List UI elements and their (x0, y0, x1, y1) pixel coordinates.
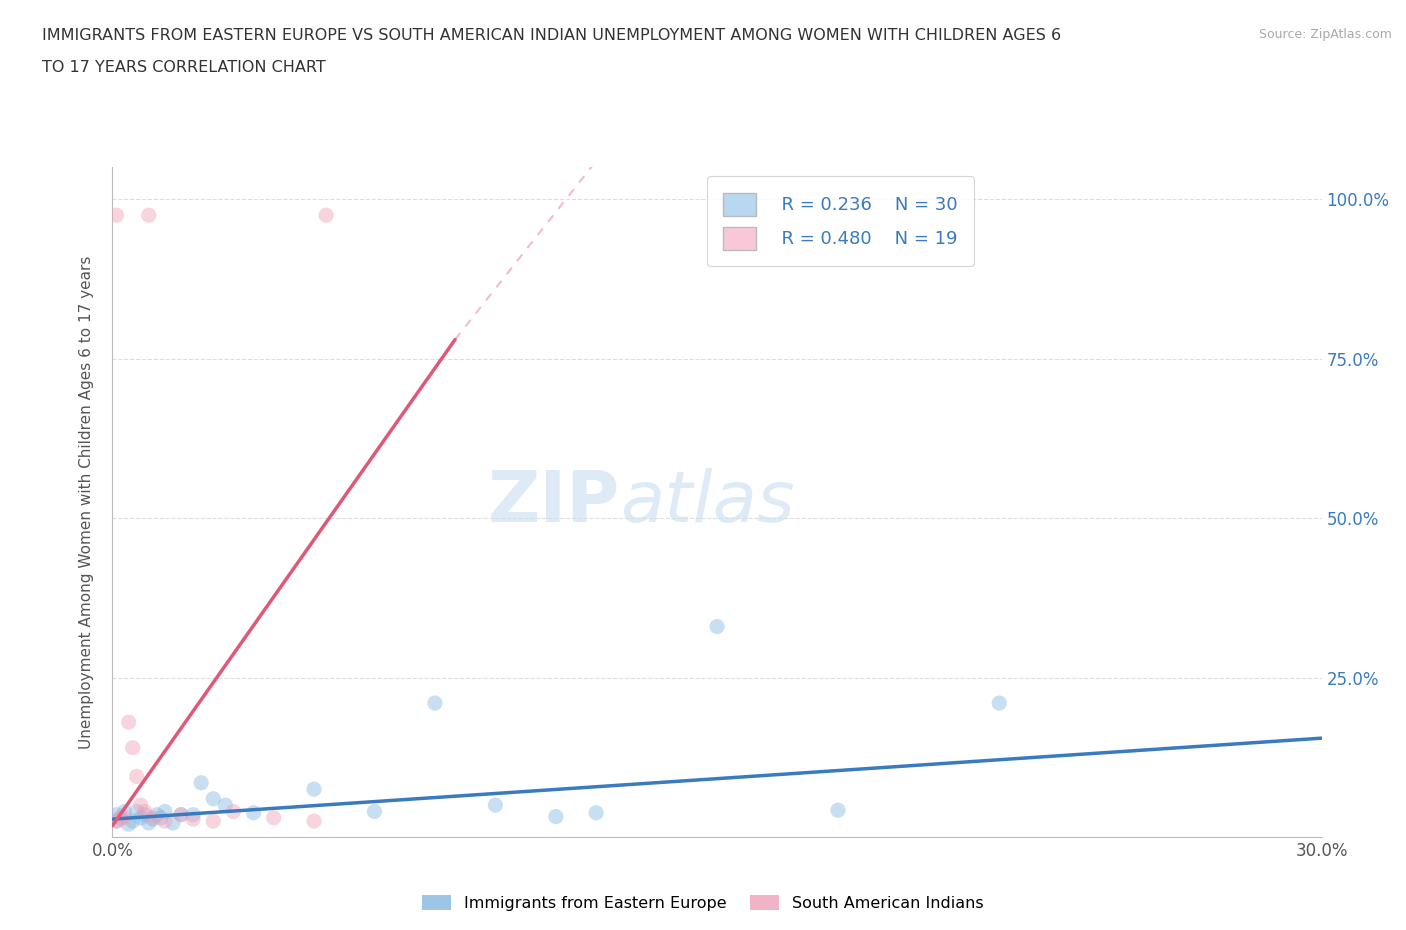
Point (988, 696, 1011, 711)
Point (110, 810, 132, 825)
Point (134, 807, 156, 822)
Point (202, 791, 225, 806)
Point (142, 812, 165, 827)
Point (138, 816, 160, 830)
Point (105, 207, 128, 222)
Point (222, 804, 245, 819)
Point (162, 816, 184, 830)
Point (181, 807, 204, 822)
Point (117, 817, 139, 831)
Text: ZIP: ZIP (488, 468, 620, 537)
Point (114, 810, 136, 825)
Point (125, 804, 148, 819)
Point (170, 807, 193, 822)
Point (202, 814, 225, 829)
Text: TO 17 YEARS CORRELATION CHART: TO 17 YEARS CORRELATION CHART (42, 60, 326, 75)
Point (214, 798, 236, 813)
Point (423, 696, 446, 711)
Point (242, 805, 264, 820)
Point (121, 740, 143, 755)
Point (149, 810, 172, 825)
Point (146, 807, 169, 822)
Point (121, 814, 143, 829)
Point (170, 807, 193, 822)
Point (114, 804, 136, 819)
Legend: Immigrants from Eastern Europe, South American Indians: Immigrants from Eastern Europe, South Am… (416, 889, 990, 917)
Point (110, 810, 132, 825)
Point (153, 814, 176, 829)
Point (827, 803, 849, 817)
Point (142, 810, 165, 825)
Point (190, 776, 212, 790)
Point (129, 798, 152, 813)
Point (125, 769, 148, 784)
Legend:   R = 0.236    N = 30,   R = 0.480    N = 19: R = 0.236 N = 30, R = 0.480 N = 19 (707, 177, 974, 266)
Point (134, 804, 156, 819)
Point (105, 814, 128, 829)
Point (544, 809, 567, 824)
Point (105, 814, 128, 829)
Point (153, 804, 176, 819)
Text: atlas: atlas (620, 468, 794, 537)
Point (129, 810, 152, 825)
Text: Source: ZipAtlas.com: Source: ZipAtlas.com (1258, 28, 1392, 41)
Point (105, 807, 128, 822)
Point (484, 798, 506, 813)
Point (706, 619, 728, 634)
Point (117, 715, 139, 730)
Point (138, 207, 160, 222)
Point (302, 782, 325, 797)
Y-axis label: Unemployment Among Women with Children Ages 6 to 17 years: Unemployment Among Women with Children A… (79, 256, 94, 749)
Point (263, 810, 285, 825)
Point (181, 812, 204, 827)
Point (585, 805, 607, 820)
Point (302, 814, 325, 829)
Point (363, 804, 385, 819)
Point (315, 207, 337, 222)
Text: IMMIGRANTS FROM EASTERN EUROPE VS SOUTH AMERICAN INDIAN UNEMPLOYMENT AMONG WOMEN: IMMIGRANTS FROM EASTERN EUROPE VS SOUTH … (42, 28, 1062, 43)
